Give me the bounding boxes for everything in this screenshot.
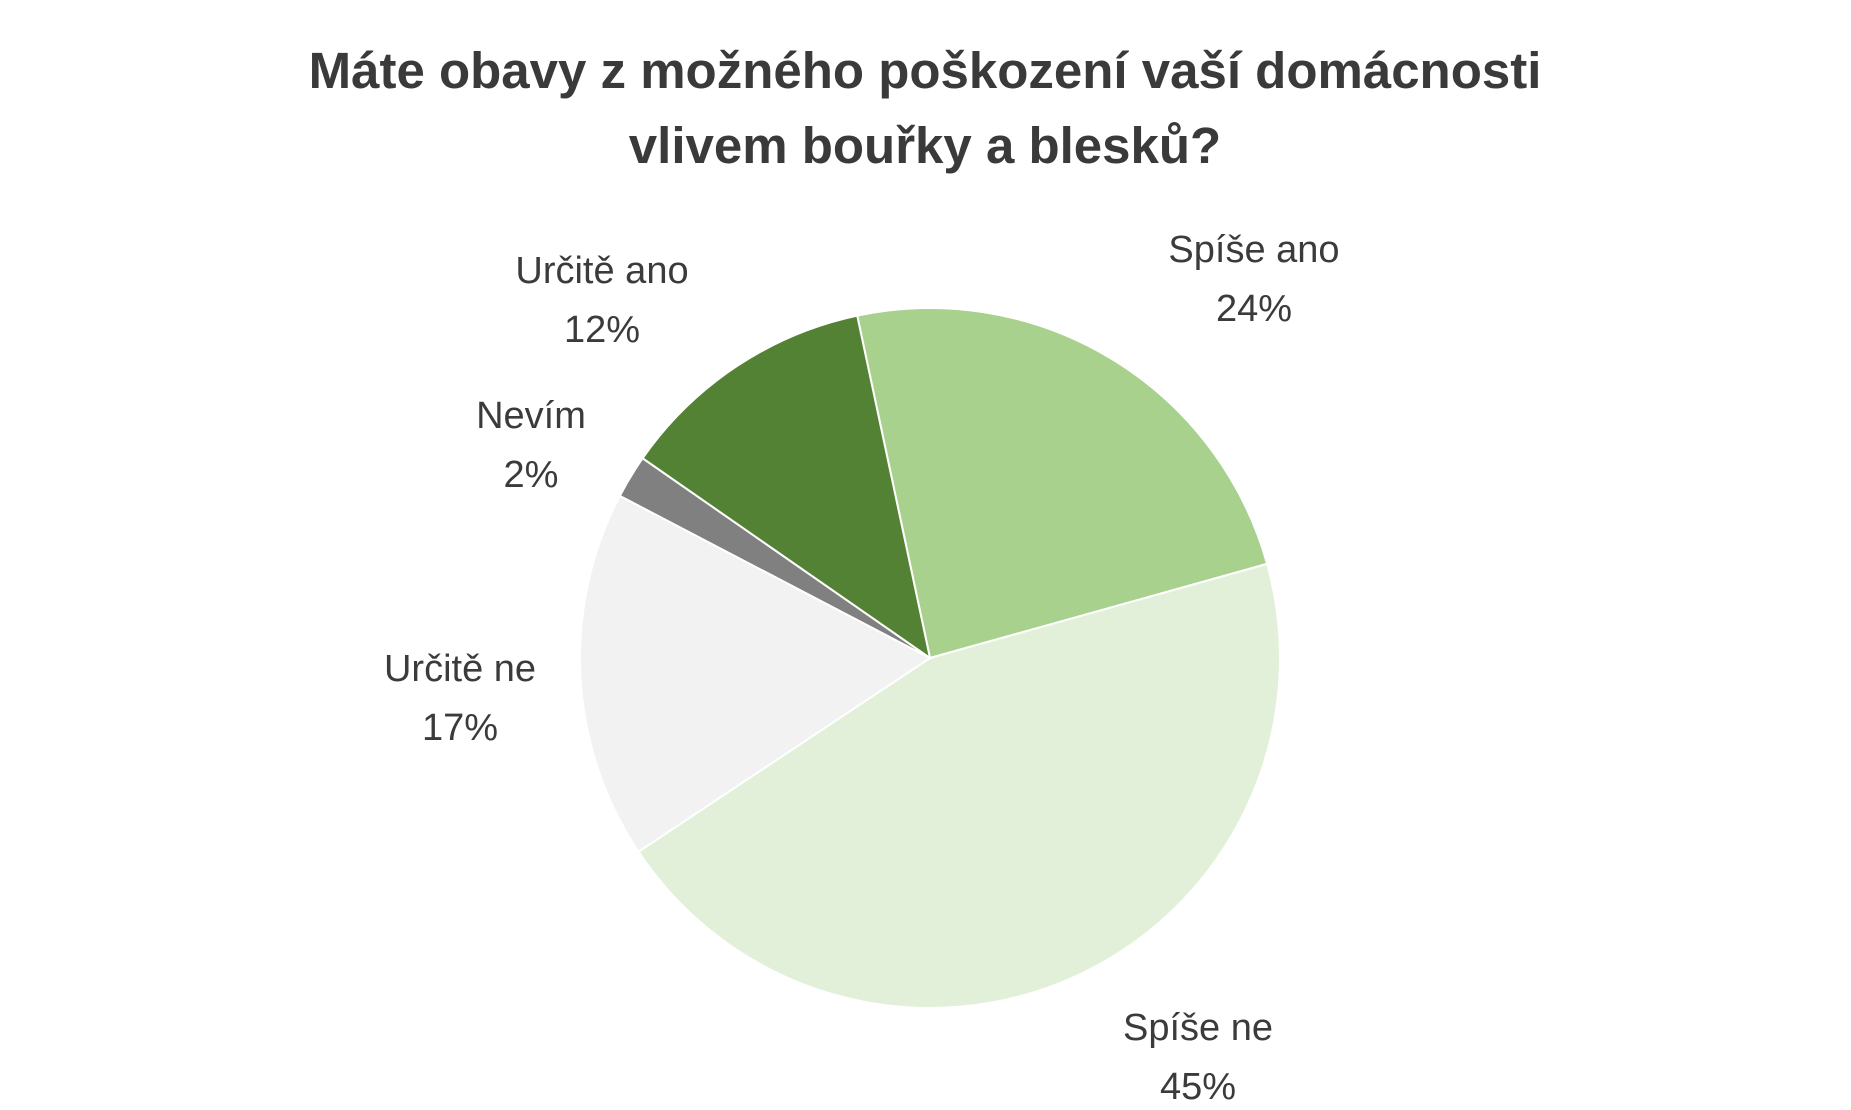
slice-label-value: 24% — [1216, 288, 1292, 330]
slice-label-category: Spíše ne — [1123, 1007, 1273, 1049]
pie-slice-určitě-ne — [579, 494, 932, 854]
pie-slice-určitě-ano — [641, 314, 932, 661]
slice-label-value: 12% — [564, 309, 640, 351]
pie-labels: Spíše ano 24% Spíše ne 45% Určitě ne 17% Nevím… — [384, 229, 1340, 1108]
slice-label-category: Spíše ano — [1168, 229, 1339, 271]
chart-title-line-1: Máte obavy z možného poškození vaší domá… — [309, 42, 1542, 99]
slice-label-value: 45% — [1160, 1066, 1236, 1108]
slice-label-category: Nevím — [476, 395, 586, 437]
slice-label-value: 2% — [504, 454, 559, 496]
slice-label-value: 17% — [422, 707, 498, 749]
pie-slice-spíše-ne — [637, 562, 1281, 1009]
pie-slices — [579, 307, 1281, 1009]
pie-slice-spíše-ano — [856, 307, 1269, 660]
slice-label-category: Určitě ano — [515, 250, 688, 292]
slice-label-category: Určitě ne — [384, 648, 536, 690]
chart-title-line-2: vlivem bouřky a blesků? — [629, 117, 1221, 174]
